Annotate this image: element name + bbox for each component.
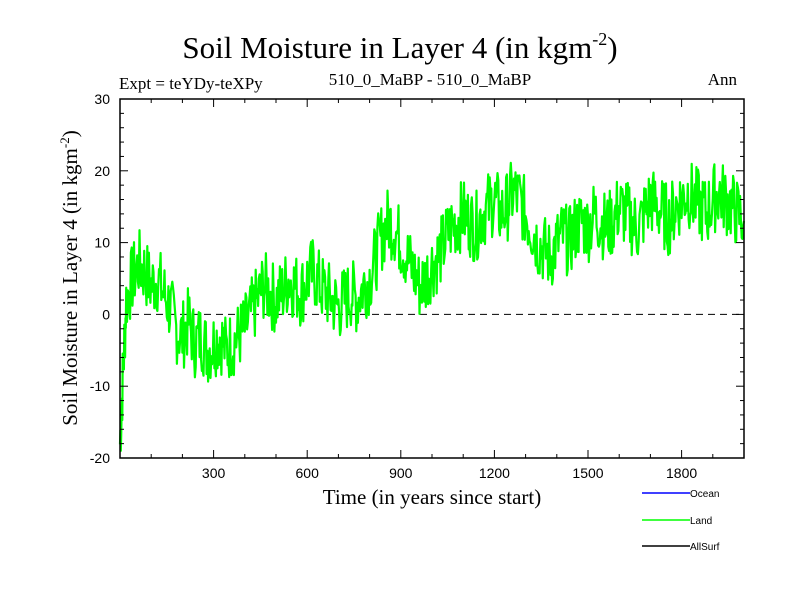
x-tick-label: 1500	[572, 465, 603, 481]
x-tick-label: 1800	[666, 465, 697, 481]
y-tick-label: 30	[94, 91, 110, 107]
period-label: Ann	[707, 70, 737, 89]
y-tick-label: 20	[94, 163, 110, 179]
x-tick-label: 600	[296, 465, 320, 481]
y-tick-label: -20	[90, 450, 110, 466]
y-tick-label: -10	[90, 378, 110, 394]
x-tick-label: 900	[389, 465, 413, 481]
x-axis-label: Time (in years since start)	[322, 485, 542, 509]
experiment-label: Expt = teYDy-teXPy	[119, 74, 263, 93]
legend-label-ocean: Ocean	[690, 489, 719, 500]
chart-subtitle: 510_0_MaBP - 510_0_MaBP	[328, 70, 532, 89]
legend-label-land: Land	[690, 516, 712, 527]
x-tick-label: 300	[202, 465, 226, 481]
y-tick-label: 10	[94, 235, 110, 251]
legend-label-allsurf: AllSurf	[690, 542, 720, 553]
y-tick-label: 0	[102, 306, 110, 322]
x-tick-label: 1200	[479, 465, 510, 481]
chart-title: Soil Moisture in Layer 4 (in kgm-2)	[182, 28, 618, 65]
series-land-line	[118, 161, 746, 452]
